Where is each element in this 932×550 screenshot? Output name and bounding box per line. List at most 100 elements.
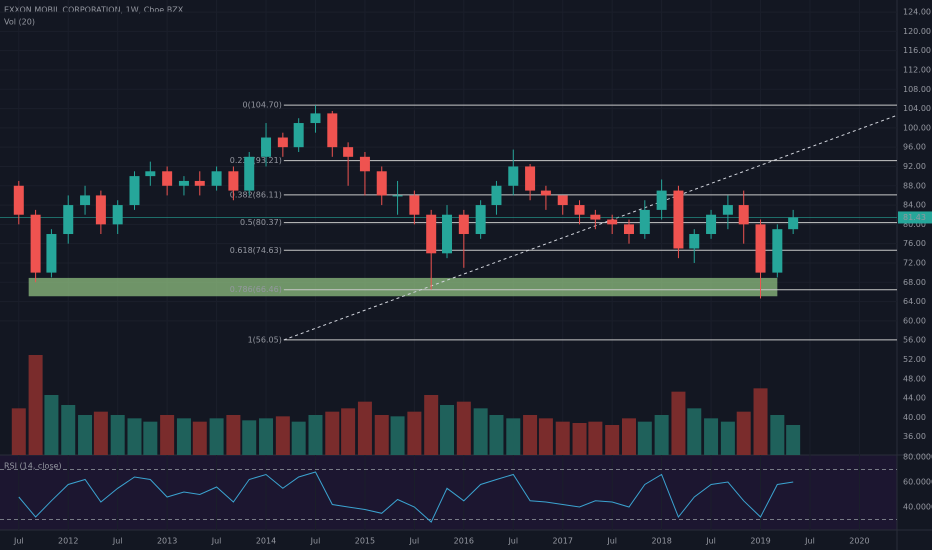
- x-tick-label: Jul: [310, 537, 321, 546]
- rsi-tick-label: 40.0000: [903, 503, 932, 512]
- y-tick-label: 112.00: [903, 65, 931, 74]
- y-tick-label: 72.00: [903, 258, 926, 267]
- fib-label: 0.786(66.46): [230, 285, 282, 294]
- volume-bar: [637, 421, 652, 455]
- volume-bar: [341, 408, 356, 455]
- candle-body: [673, 190, 684, 249]
- y-tick-label: 108.00: [903, 85, 931, 94]
- candle-body: [508, 166, 519, 186]
- x-tick-label: 2019: [750, 537, 770, 546]
- x-tick-label: 2018: [651, 537, 671, 546]
- volume-bar: [720, 421, 735, 455]
- x-tick-label: 2014: [256, 537, 276, 546]
- volume-bar: [473, 408, 488, 455]
- volume-bar: [28, 355, 43, 455]
- volume-bar: [390, 416, 405, 455]
- candle-body: [772, 229, 783, 273]
- fib-label: 0.618(74.63): [230, 246, 282, 255]
- candle-body: [310, 113, 321, 124]
- fib-label: 0(104.70): [243, 101, 282, 110]
- volume-bar: [192, 421, 207, 455]
- candle-body: [244, 156, 255, 191]
- x-tick-label: 2013: [157, 537, 177, 546]
- x-tick-label: 2015: [355, 537, 375, 546]
- volume-bar: [209, 418, 224, 455]
- fib-label: 0.5(80.37): [240, 218, 282, 227]
- volume-bar: [753, 388, 768, 455]
- price-tag: [898, 211, 932, 224]
- chart-title: EXXON MOBIL CORPORATION, 1W, Cboe BZX: [4, 6, 184, 15]
- candle-body: [525, 166, 536, 191]
- candle-body: [392, 195, 403, 197]
- volume-bar: [275, 416, 290, 455]
- candle-body: [211, 171, 222, 186]
- x-tick-label: Jul: [211, 537, 222, 546]
- candle-body: [376, 171, 387, 196]
- volume-bar: [308, 415, 323, 455]
- y-tick-label: 60.00: [903, 316, 926, 325]
- volume-bar: [242, 420, 257, 455]
- volume-bar: [176, 418, 191, 455]
- x-tick-label: Jul: [606, 537, 617, 546]
- support-zone: [28, 277, 778, 297]
- y-tick-label: 100.00: [903, 123, 931, 132]
- y-tick-label: 116.00: [903, 46, 931, 55]
- x-tick-label: Jul: [507, 537, 518, 546]
- y-tick-label: 48.00: [903, 374, 926, 383]
- y-tick-label: 104.00: [903, 104, 931, 113]
- candle-body: [639, 209, 650, 235]
- candle-body: [409, 195, 420, 215]
- candle-body: [623, 224, 634, 235]
- y-tick-label: 88.00: [903, 181, 926, 190]
- volume-bar: [456, 401, 471, 455]
- fib-label: 0.382(86.11): [230, 190, 282, 199]
- volume-bar: [440, 405, 455, 455]
- candle-body: [46, 234, 57, 273]
- price-tag-label: 81.43: [903, 213, 926, 222]
- volume-bar: [127, 418, 142, 455]
- candle-body: [261, 137, 272, 157]
- volume-bar: [572, 423, 587, 455]
- candle-body: [738, 205, 749, 225]
- y-tick-label: 56.00: [903, 336, 926, 345]
- candle-body: [590, 214, 601, 220]
- candle-body: [540, 190, 551, 196]
- y-tick-label: 40.00: [903, 413, 926, 422]
- fib-label: 1(56.05): [248, 335, 282, 344]
- x-tick-label: Jul: [804, 537, 815, 546]
- candle-body: [95, 195, 106, 225]
- candle-body: [426, 214, 437, 254]
- volume-bar: [588, 421, 603, 455]
- volume-bar: [687, 408, 702, 455]
- volume-bar: [654, 415, 669, 455]
- volume-bar: [704, 418, 719, 455]
- y-tick-label: 36.00: [903, 432, 926, 441]
- volume-bar: [605, 425, 620, 455]
- candle-body: [343, 147, 354, 157]
- candle-body: [30, 214, 41, 273]
- volume-bar: [78, 415, 93, 455]
- volume-bar: [424, 395, 439, 455]
- candle-body: [491, 185, 502, 206]
- candle-body: [162, 171, 173, 186]
- volume-bar: [489, 415, 504, 455]
- candle-body: [293, 123, 304, 148]
- volume-bar: [93, 411, 108, 455]
- volume-bar: [110, 415, 125, 455]
- candle-body: [557, 195, 568, 206]
- volume-bar: [786, 425, 801, 455]
- candle-body: [475, 205, 486, 235]
- candle-body: [145, 171, 156, 177]
- volume-bar: [555, 421, 570, 455]
- x-tick-label: 2017: [553, 537, 573, 546]
- candle-body: [359, 156, 370, 172]
- candle-body: [788, 217, 799, 230]
- candle-body: [327, 113, 338, 148]
- rsi-tick-label: 80.0000: [903, 453, 932, 462]
- candle-body: [458, 214, 469, 235]
- x-tick-label: 2020: [849, 537, 869, 546]
- y-tick-label: 52.00: [903, 355, 926, 364]
- y-tick-label: 96.00: [903, 143, 926, 152]
- y-tick-label: 76.00: [903, 239, 926, 248]
